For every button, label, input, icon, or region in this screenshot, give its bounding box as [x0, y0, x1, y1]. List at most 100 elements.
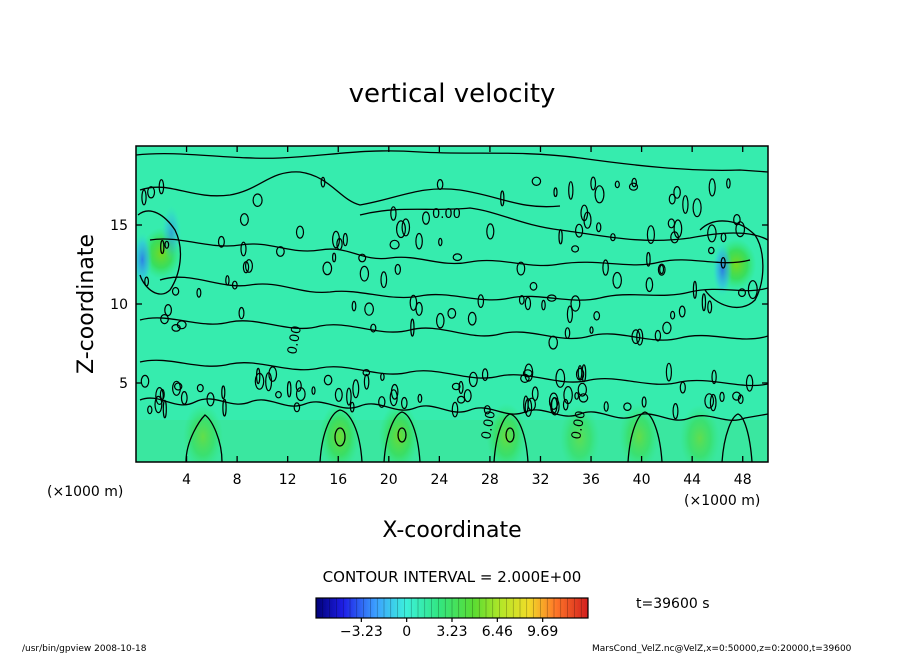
contour-line	[185, 414, 223, 462]
contour-cell	[668, 193, 676, 205]
contour-cell	[524, 296, 532, 311]
contour-cell	[378, 396, 386, 408]
x-tick-label: 36	[582, 472, 600, 488]
contour-cell	[171, 286, 180, 296]
contour-cell	[574, 223, 584, 238]
contour-cell	[346, 387, 352, 406]
contour-cell	[231, 280, 238, 290]
contour-cell	[158, 179, 165, 195]
contour-cell	[720, 232, 727, 243]
contour-cell	[141, 189, 147, 206]
updraft-plume	[619, 402, 660, 462]
contour-cell	[707, 246, 715, 255]
contour-cell	[673, 185, 681, 199]
contour-cell	[654, 329, 662, 342]
x-tick-label: 44	[683, 472, 701, 488]
x-tick-label: 8	[233, 472, 242, 488]
contour-cell	[225, 275, 230, 286]
contour-cell	[206, 392, 215, 407]
contour-cell	[662, 321, 672, 335]
contour-cell	[516, 261, 526, 276]
contour-line	[159, 276, 768, 301]
contour-cell	[245, 259, 254, 273]
contour-cell	[590, 176, 597, 191]
contour-cell	[295, 380, 302, 392]
contour-cell	[707, 224, 717, 243]
contour-cell	[558, 228, 563, 245]
contour-cell	[370, 323, 377, 333]
contour-cell	[400, 396, 408, 410]
contour-cell	[436, 179, 444, 191]
contour-line	[721, 413, 753, 462]
contour-cell	[546, 294, 557, 302]
contour-cell	[636, 328, 644, 346]
contour-cell	[673, 219, 683, 239]
contour-cell	[222, 398, 227, 417]
contour-cell	[275, 391, 282, 399]
contour-cell	[612, 271, 622, 289]
contour-cell	[720, 256, 726, 269]
contour-cell	[389, 389, 398, 407]
contour-cell	[541, 299, 546, 311]
contour-cell	[451, 382, 461, 391]
contour-cell	[679, 381, 686, 394]
contour-label: 0.00	[569, 410, 589, 441]
contour-cell	[160, 239, 165, 255]
plot-area: 0.00 0.00 0.00 0.00	[136, 146, 768, 462]
contour-cell	[566, 305, 574, 324]
contour-cell	[159, 388, 165, 400]
contour-cell	[692, 198, 702, 218]
contour-interval-label: CONTOUR INTERVAL = 2.000E+00	[323, 568, 582, 586]
downdraft-region	[161, 204, 182, 261]
contour-cell	[745, 374, 754, 392]
contour-cell	[180, 391, 188, 405]
contour-cell	[553, 187, 558, 198]
contour-cell	[520, 373, 530, 383]
contour-cell	[173, 382, 183, 391]
contour-cell	[631, 177, 638, 188]
contour-cell	[276, 246, 285, 257]
contour-cell	[311, 386, 316, 395]
contour-cell	[144, 276, 150, 287]
contour-line	[139, 171, 561, 208]
contour-cell	[221, 385, 226, 400]
contour-cell	[568, 181, 574, 200]
contour-cell	[672, 403, 679, 420]
contour-cell	[332, 230, 341, 249]
contour-cell	[452, 253, 463, 262]
contour-cell	[562, 398, 569, 411]
contour-cell	[147, 186, 156, 199]
contour-cell	[164, 304, 173, 317]
contour-cell	[435, 312, 445, 329]
contour-cell	[147, 405, 153, 415]
contour-line	[136, 150, 768, 173]
contour-line	[505, 427, 515, 443]
contour-cell	[389, 239, 400, 250]
x-tick-label: 40	[633, 472, 651, 488]
contour-cell	[417, 393, 423, 403]
contour-cell	[458, 380, 464, 395]
contour-cell	[701, 293, 707, 312]
contour-cell	[451, 401, 459, 418]
contour-cell	[332, 252, 337, 263]
contour-cell	[732, 391, 742, 401]
colorbar-tick-label: 9.69	[527, 624, 558, 640]
contour-line	[137, 210, 182, 295]
contour-cell	[692, 280, 698, 299]
contour-cell	[477, 294, 485, 309]
contour-cell	[380, 271, 388, 289]
contour-cell	[531, 386, 539, 401]
contour-cell	[239, 213, 249, 226]
contour-cell	[602, 259, 609, 276]
contour-cell	[160, 314, 169, 325]
colorbar-divisions	[322, 598, 582, 618]
time-label: t=39600 s	[636, 596, 710, 612]
contour-cell	[352, 379, 360, 399]
contour-cell	[550, 397, 558, 414]
contour-cell	[320, 176, 326, 188]
contour-cell	[268, 366, 278, 382]
contour-cell	[394, 263, 401, 275]
